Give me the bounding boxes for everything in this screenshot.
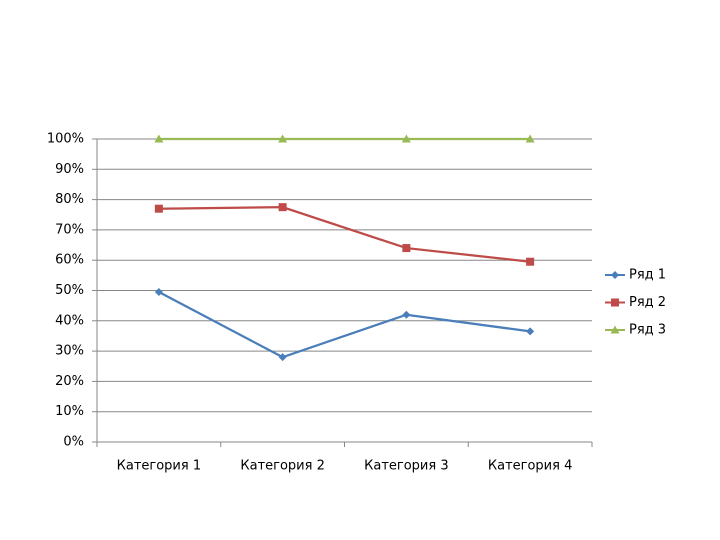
y-tick-label: 100%: [47, 132, 84, 147]
y-tick-label: 40%: [55, 313, 84, 328]
data-point: [278, 203, 287, 212]
data-point: [402, 244, 411, 253]
data-point: [278, 353, 287, 362]
y-tick-label: 50%: [55, 283, 84, 298]
data-point: [525, 134, 535, 143]
y-tick-label: 20%: [55, 374, 84, 389]
data-point: [154, 288, 163, 297]
series-line: [158, 206, 531, 263]
data-point: [526, 327, 535, 336]
legend-marker: [611, 298, 619, 307]
y-tick-label: 30%: [55, 344, 84, 359]
x-tick-label: Категория 2: [240, 459, 324, 474]
legend-marker: [610, 325, 620, 334]
x-tick-label: Категория 1: [117, 459, 201, 474]
y-tick-label: 80%: [55, 192, 84, 207]
x-tick-label: Категория 3: [364, 459, 448, 474]
series-line: [158, 291, 531, 359]
y-tick-label: 0%: [63, 435, 84, 450]
data-point: [401, 134, 411, 143]
x-tick-label: Категория 4: [488, 459, 572, 474]
y-tick-label: 10%: [55, 404, 84, 419]
legend-label: Ряд 1: [629, 268, 666, 283]
data-point: [402, 310, 411, 319]
y-tick-label: 90%: [55, 162, 84, 177]
legend-label: Ряд 2: [629, 295, 666, 310]
data-point: [278, 134, 288, 143]
legend-label: Ряд 3: [629, 323, 666, 338]
data-point: [154, 204, 163, 213]
data-point: [526, 257, 535, 266]
y-tick-label: 70%: [55, 222, 84, 237]
legend-marker: [611, 271, 619, 279]
data-point: [154, 134, 164, 143]
y-tick-label: 60%: [55, 253, 84, 268]
